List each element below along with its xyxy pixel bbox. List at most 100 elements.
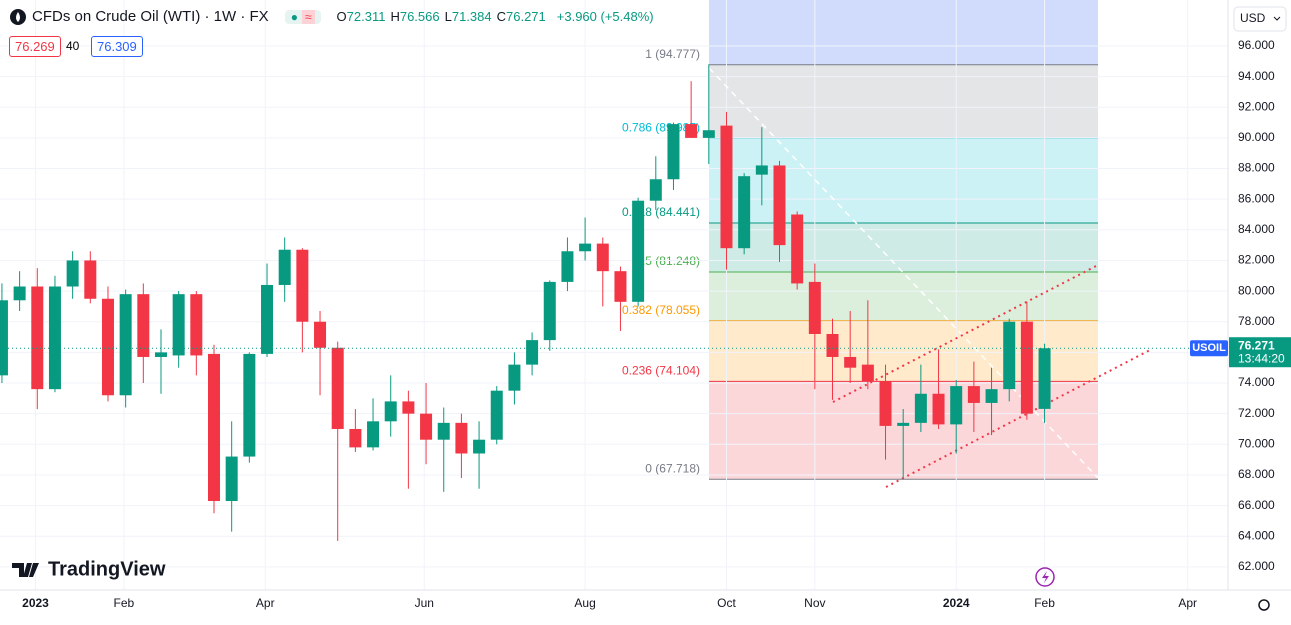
candle-body — [844, 356, 857, 368]
candle-body — [667, 124, 680, 180]
candle-body — [261, 284, 274, 354]
channel-upper — [832, 264, 1099, 403]
fib-label: 1 (94.777) — [645, 47, 700, 61]
candle-body — [208, 353, 221, 501]
fib-band — [709, 320, 1098, 382]
fib-label: 0.786 (89.987) — [622, 120, 700, 134]
countdown-text: 13:44:20 — [1238, 351, 1285, 365]
candle-body — [225, 456, 238, 501]
candle-body — [48, 286, 61, 390]
candle-body — [1020, 321, 1033, 414]
ohlc-value: 76.566 — [399, 9, 440, 24]
candle-body — [897, 422, 910, 426]
candle-body — [349, 428, 362, 448]
candle-body — [190, 294, 203, 356]
currency-select[interactable] — [1233, 6, 1287, 32]
x-tick-label: 2024 — [943, 596, 970, 610]
y-tick-label: 88.000 — [1238, 161, 1275, 175]
currency-label: USD — [1240, 11, 1266, 25]
ohlc-key: L — [444, 9, 452, 24]
x-tick-label: Oct — [717, 596, 736, 610]
candle-body — [154, 352, 167, 357]
candle-body — [84, 260, 97, 299]
fib-band — [709, 138, 1098, 224]
header: CFDs on Crude Oil (WTI) · 1W · FX ● ≈ O72… — [10, 8, 654, 25]
candle-body — [367, 421, 380, 448]
y-tick-label: 74.000 — [1238, 375, 1275, 389]
candle-body — [720, 125, 733, 249]
y-tick-label: 86.000 — [1238, 191, 1275, 205]
candle-body — [508, 364, 521, 391]
candle-body — [331, 347, 344, 429]
settings-icon[interactable] — [1258, 599, 1270, 611]
y-tick-label: 96.000 — [1238, 38, 1275, 52]
x-tick-label: Apr — [256, 596, 275, 610]
symbol-tag-text: USOIL — [1192, 342, 1226, 354]
candle-body — [985, 389, 998, 403]
ohlc-key: O — [336, 9, 347, 24]
channel-lower — [885, 349, 1151, 488]
event-icon[interactable] — [1035, 567, 1055, 587]
candle-body — [384, 401, 397, 422]
ask-box[interactable]: 76.309 — [91, 36, 143, 57]
x-tick-label: Jun — [415, 596, 434, 610]
candle-body — [13, 286, 26, 301]
y-tick-label: 92.000 — [1238, 99, 1275, 113]
candle-body — [808, 281, 821, 334]
candle-body — [826, 333, 839, 357]
candle-body — [0, 300, 8, 376]
candle-body — [526, 340, 539, 365]
x-tick-label: Nov — [804, 596, 825, 610]
candle-body — [172, 294, 185, 356]
fib-label: 0.5 (81.248) — [635, 254, 700, 268]
last-price-tag — [1229, 337, 1291, 368]
candle-body — [437, 422, 450, 440]
y-tick-label: 66.000 — [1238, 498, 1275, 512]
x-tick-label: 2023 — [22, 596, 49, 610]
candle-body — [950, 386, 963, 425]
fib-label: 0 (67.718) — [645, 461, 700, 475]
fib-band — [709, 64, 1098, 139]
ohlc-key: H — [390, 9, 400, 24]
candle-body — [278, 249, 291, 285]
fib-extension-band — [709, 0, 1098, 65]
candle-body — [473, 439, 486, 454]
candle-body — [31, 286, 44, 390]
candle-body — [119, 294, 132, 396]
market-status[interactable]: ● ≈ — [284, 9, 321, 24]
candle-body — [243, 353, 256, 457]
y-tick-label: 94.000 — [1238, 69, 1275, 83]
candle-body — [101, 298, 114, 396]
y-tick-label: 64.000 — [1238, 528, 1275, 542]
fib-label: 0.236 (74.104) — [622, 364, 700, 378]
y-tick-label: 80.000 — [1238, 283, 1275, 297]
candle-body — [702, 130, 715, 138]
logo-text: TradingView — [48, 558, 166, 580]
event-icon-bolt — [1042, 571, 1049, 583]
y-tick-label: 72.000 — [1238, 406, 1275, 420]
ohlc-key: C — [496, 9, 506, 24]
candle-body — [614, 271, 627, 302]
ohlc-value: 72.311 — [346, 9, 386, 24]
ohlc-value: 71.384 — [451, 9, 492, 24]
y-tick-label: 68.000 — [1238, 467, 1275, 481]
candles — [0, 64, 1051, 541]
y-tick-label: 82.000 — [1238, 253, 1275, 267]
fib-label: 0.382 (78.055) — [622, 303, 700, 317]
candle-body — [738, 176, 751, 249]
bid-box[interactable]: 76.269 — [9, 36, 61, 57]
candle-body — [967, 386, 980, 403]
candle-body — [420, 413, 433, 440]
logo: TradingView — [12, 558, 166, 580]
fib-band — [709, 223, 1098, 272]
dropdown-arrow — [1273, 16, 1281, 21]
candle-body — [543, 281, 556, 341]
x-tick-label: Feb — [114, 596, 135, 610]
candle-body — [561, 251, 574, 282]
candle-body — [932, 393, 945, 425]
x-tick-label: Feb — [1034, 596, 1055, 610]
candle-body — [579, 243, 592, 252]
candle-body — [490, 390, 503, 440]
